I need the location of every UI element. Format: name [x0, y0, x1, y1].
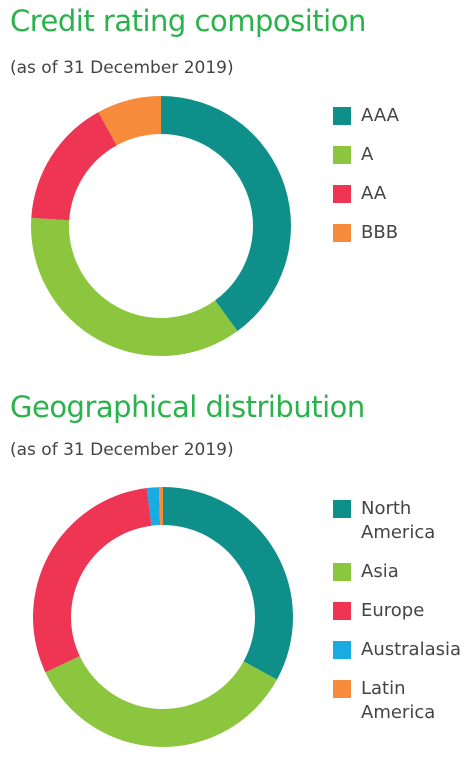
donut-slice — [163, 487, 293, 680]
legend-label: AA — [361, 183, 387, 204]
legend-label: Asia — [361, 561, 399, 582]
donut-slice — [31, 112, 117, 221]
legend-label: Latin America — [361, 678, 436, 723]
legend-item: Latin America — [333, 677, 473, 725]
legend: AAA A AA BBB — [333, 104, 473, 260]
legend-item: Australasia — [333, 638, 473, 662]
donut — [33, 487, 293, 747]
legend-label: Europe — [361, 600, 425, 621]
legend-swatch — [333, 500, 351, 518]
legend-item: AA — [333, 182, 473, 206]
legend-label: North America — [361, 498, 436, 543]
legend-item: North America — [333, 497, 473, 545]
legend-swatch — [333, 641, 351, 659]
donut-slice — [33, 488, 152, 673]
legend-item: AAA — [333, 104, 473, 128]
legend-swatch — [333, 563, 351, 581]
donut — [31, 96, 291, 356]
chart-title: Geographical distribution — [10, 390, 365, 424]
donut-slice — [158, 487, 163, 526]
legend-label: AAA — [361, 105, 399, 126]
legend-swatch — [333, 224, 351, 242]
chart-subtitle: (as of 31 December 2019) — [10, 58, 234, 78]
donut-slice — [146, 487, 161, 526]
donut-slice — [45, 656, 277, 747]
legend-label: Australasia — [361, 639, 462, 660]
legend-item: Europe — [333, 599, 473, 623]
donut-slice — [161, 96, 291, 332]
legend: North America Asia Europe Australasia Latin … — [333, 497, 473, 740]
legend-item: A — [333, 143, 473, 167]
legend-swatch — [333, 107, 351, 125]
legend-swatch — [333, 680, 351, 698]
legend-swatch — [333, 185, 351, 203]
legend-swatch — [333, 146, 351, 164]
donut-slice — [31, 217, 238, 356]
legend-item: Asia — [333, 560, 473, 584]
chart-title: Credit rating composition — [10, 4, 366, 38]
legend-item: BBB — [333, 221, 473, 245]
legend-label: A — [361, 144, 374, 165]
legend-swatch — [333, 602, 351, 620]
chart-subtitle: (as of 31 December 2019) — [10, 440, 234, 460]
donut-slice — [98, 96, 161, 146]
legend-label: BBB — [361, 222, 399, 243]
